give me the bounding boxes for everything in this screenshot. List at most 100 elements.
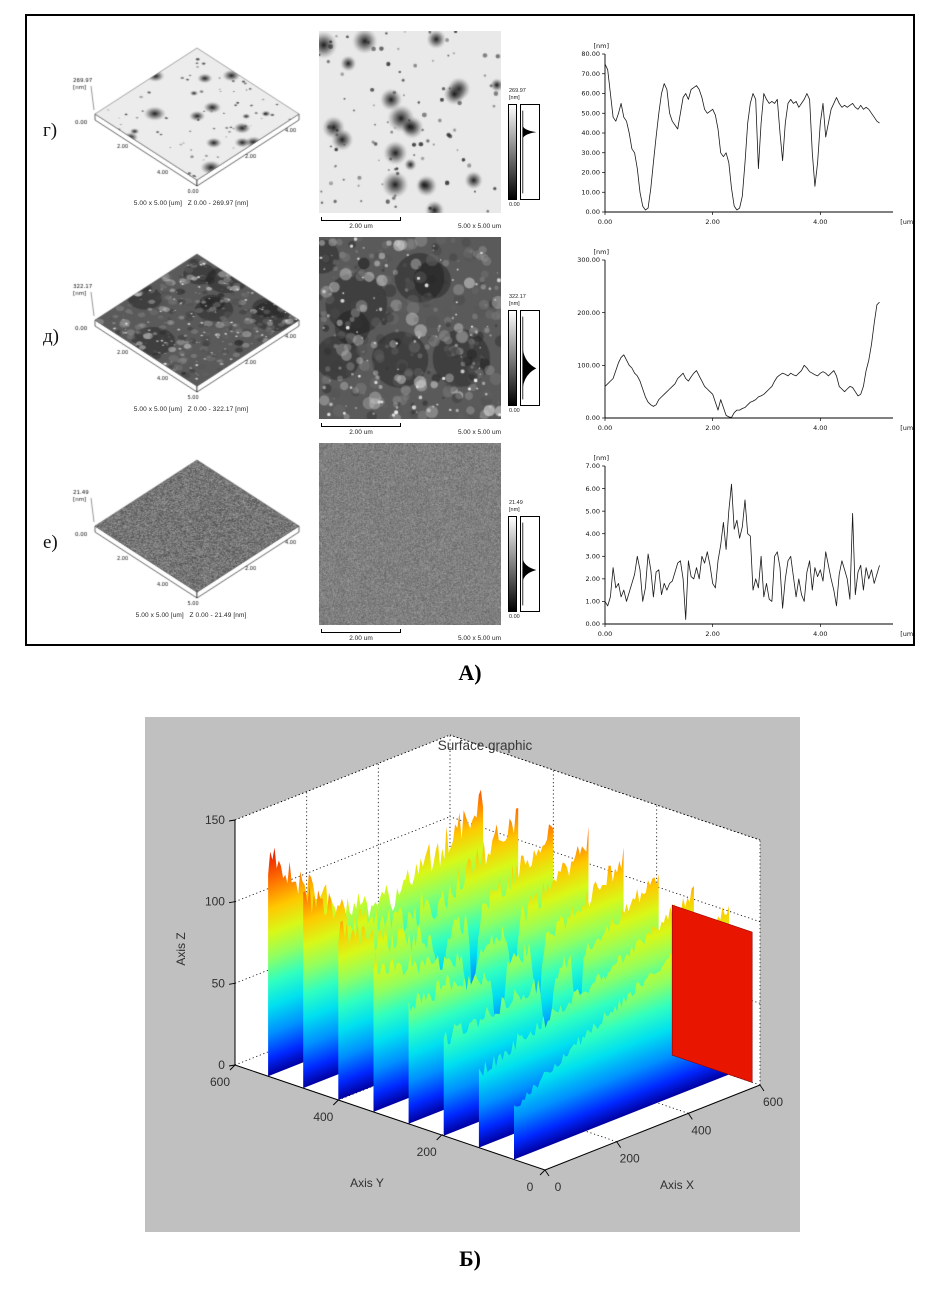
- colorbar-histogram-d: [520, 310, 540, 406]
- svg-text:4.00: 4.00: [586, 530, 600, 538]
- colorbar-top-label-e: 21.49 [nm]: [509, 500, 523, 513]
- svg-text:300.00: 300.00: [577, 256, 600, 264]
- colorbar-gradient-g: [508, 104, 517, 200]
- svg-text:50.00: 50.00: [581, 109, 600, 117]
- scalebar-label-d: 2.00 um: [349, 429, 373, 436]
- surface3d-canvas-d: [71, 246, 309, 404]
- size-label-d: 5.00 x 5.00 um: [458, 429, 501, 436]
- svg-text:Axis Z: Axis Z: [174, 932, 188, 965]
- scalebar-g: [321, 217, 401, 221]
- svg-text:2.00: 2.00: [586, 575, 600, 583]
- afm-row-e: е) 5.00 x 5.00 [um] Z 0.00 - 21.49 [nm] …: [27, 436, 913, 642]
- svg-text:40.00: 40.00: [581, 129, 600, 137]
- image2d-canvas-g: [319, 31, 501, 213]
- surface3d-column-g: 5.00 x 5.00 [um] Z 0.00 - 269.97 [nm]: [67, 40, 315, 207]
- svg-text:0.00: 0.00: [598, 218, 612, 226]
- colorbar-gradient-d: [508, 310, 517, 406]
- panel-b-label: Б): [459, 1246, 481, 1271]
- colorbar-d: 322.17 [nm] 0.00: [508, 294, 558, 414]
- colorbar-bottom-label-e: 0.00: [509, 614, 520, 620]
- svg-text:[nm]: [nm]: [593, 42, 609, 50]
- image2d-canvas-d: [319, 237, 501, 419]
- row-label-d: д): [43, 326, 59, 347]
- surface3d-canvas-g: [71, 40, 309, 198]
- svg-text:2.00: 2.00: [705, 218, 719, 226]
- scalebar-label-e: 2.00 um: [349, 635, 373, 642]
- svg-text:0.00: 0.00: [586, 620, 600, 628]
- svg-text:3.00: 3.00: [586, 552, 600, 560]
- svg-text:0: 0: [527, 1180, 534, 1194]
- row-label-e: е): [43, 532, 58, 553]
- svg-text:6.00: 6.00: [586, 485, 600, 493]
- svg-text:4.00: 4.00: [813, 218, 827, 226]
- svg-text:80.00: 80.00: [581, 50, 600, 58]
- svg-text:2.00: 2.00: [705, 630, 719, 638]
- colorbar-bottom-label-d: 0.00: [509, 408, 520, 414]
- svg-text:50: 50: [212, 976, 226, 990]
- colorbar-gradient-e: [508, 516, 517, 612]
- afm-row-g: г) 5.00 x 5.00 [um] Z 0.00 - 269.97 [nm]…: [27, 24, 913, 230]
- svg-text:Surface graphic: Surface graphic: [438, 738, 533, 753]
- svg-text:60.00: 60.00: [581, 90, 600, 98]
- svg-text:[um]: [um]: [900, 424, 915, 432]
- colorbar-top-label-g: 269.97 [nm]: [509, 88, 526, 101]
- svg-text:Axis Y: Axis Y: [350, 1176, 384, 1190]
- afm-row-d: д) 5.00 x 5.00 [um] Z 0.00 - 322.17 [nm]…: [27, 230, 913, 436]
- image2d-column-g: 2.00 um 5.00 x 5.00 um: [319, 31, 501, 230]
- svg-text:[nm]: [nm]: [593, 454, 609, 462]
- image2d-column-d: 2.00 um 5.00 x 5.00 um: [319, 237, 501, 436]
- profile-chart-d: 0.00 100.00 200.00 300.00 0.00 2.00 4.00 [nm] [u…: [559, 246, 915, 442]
- profile-chart-g: 0.00 10.00 20.00 30.00 40.00 50.00 60.00 70.00 8…: [559, 40, 915, 236]
- svg-text:200: 200: [417, 1145, 437, 1159]
- colorbar-top-label-d: 322.17 [nm]: [509, 294, 526, 307]
- svg-text:5.00: 5.00: [586, 507, 600, 515]
- svg-text:[nm]: [nm]: [593, 248, 609, 256]
- size-label-g: 5.00 x 5.00 um: [458, 223, 501, 230]
- surface3d-canvas-e: [71, 452, 309, 610]
- svg-text:0.00: 0.00: [586, 208, 600, 216]
- svg-text:4.00: 4.00: [813, 424, 827, 432]
- surface3d-caption-g: 5.00 x 5.00 [um] Z 0.00 - 269.97 [nm]: [133, 200, 249, 207]
- surface3d-caption-d: 5.00 x 5.00 [um] Z 0.00 - 322.17 [nm]: [133, 406, 249, 413]
- scalebar-e: [321, 629, 401, 633]
- surface3d-caption-e: 5.00 x 5.00 [um] Z 0.00 - 21.49 [nm]: [135, 612, 247, 619]
- scalebar-d: [321, 423, 401, 427]
- panel-a: г) 5.00 x 5.00 [um] Z 0.00 - 269.97 [nm]…: [25, 14, 915, 646]
- svg-text:20.00: 20.00: [581, 169, 600, 177]
- svg-text:2.00: 2.00: [705, 424, 719, 432]
- svg-text:0: 0: [555, 1180, 562, 1194]
- svg-text:200: 200: [620, 1152, 640, 1166]
- svg-text:0: 0: [218, 1058, 225, 1072]
- panel-b: 0 200 400 600 0 200 400 600 0 50 100 150 Axis X Axis …: [145, 717, 800, 1232]
- profile-chart-e: 0.00 1.00 2.00 3.00 4.00 5.00 6.00 7.00 0.00 2.00…: [559, 452, 915, 644]
- svg-text:Axis X: Axis X: [660, 1178, 694, 1192]
- colorbar-g: 269.97 [nm] 0.00: [508, 88, 558, 208]
- size-label-e: 5.00 x 5.00 um: [458, 635, 501, 642]
- svg-text:[um]: [um]: [900, 218, 915, 226]
- svg-text:0.00: 0.00: [586, 414, 600, 422]
- image2d-canvas-e: [319, 443, 501, 625]
- svg-text:[um]: [um]: [900, 630, 915, 638]
- colorbar-e: 21.49 [nm] 0.00: [508, 500, 558, 620]
- svg-text:30.00: 30.00: [581, 149, 600, 157]
- surface3d-column-e: 5.00 x 5.00 [um] Z 0.00 - 21.49 [nm]: [67, 452, 315, 619]
- svg-text:400: 400: [691, 1123, 711, 1137]
- svg-text:600: 600: [210, 1075, 230, 1089]
- svg-text:4.00: 4.00: [813, 630, 827, 638]
- colorbar-histogram-g: [520, 104, 540, 200]
- svg-text:70.00: 70.00: [581, 70, 600, 78]
- svg-text:0.00: 0.00: [598, 630, 612, 638]
- image2d-column-e: 2.00 um 5.00 x 5.00 um: [319, 443, 501, 642]
- scalebar-label-g: 2.00 um: [349, 223, 373, 230]
- svg-text:0.00: 0.00: [598, 424, 612, 432]
- svg-text:600: 600: [763, 1095, 783, 1109]
- colorbar-histogram-e: [520, 516, 540, 612]
- surface3d-column-d: 5.00 x 5.00 [um] Z 0.00 - 322.17 [nm]: [67, 246, 315, 413]
- svg-text:200.00: 200.00: [577, 309, 600, 317]
- svg-text:10.00: 10.00: [581, 188, 600, 196]
- svg-text:400: 400: [313, 1110, 333, 1124]
- svg-text:1.00: 1.00: [586, 598, 600, 606]
- svg-text:100: 100: [205, 895, 225, 909]
- surface-3d-plot: 0 200 400 600 0 200 400 600 0 50 100 150 Axis X Axis …: [174, 734, 783, 1194]
- svg-text:100.00: 100.00: [577, 362, 600, 370]
